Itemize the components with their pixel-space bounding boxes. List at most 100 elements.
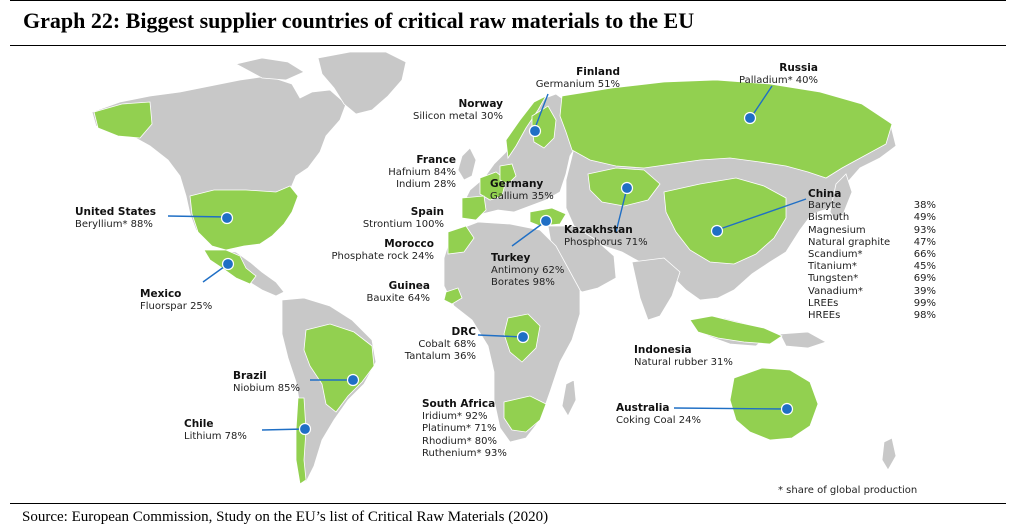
label-chile-line-1: Lithium 78%	[184, 430, 247, 442]
label-brazil: Brazil Niobium 85%	[233, 370, 300, 395]
papua-landmass	[779, 331, 827, 349]
label-indonesia-country: Indonesia	[634, 344, 692, 356]
source-note: Source: European Commission, Study on th…	[22, 509, 549, 525]
france-shape	[479, 171, 507, 201]
label-kazakhstan-country: Kazakhstan	[564, 224, 633, 236]
japan-landmass	[829, 173, 853, 223]
china-share: 98%	[913, 310, 936, 322]
marker-russia	[743, 111, 757, 125]
marker-turkey	[539, 214, 553, 228]
china-share: 93%	[913, 224, 936, 236]
label-turkey-country: Turkey	[491, 252, 531, 264]
chart-title: Graph 22: Biggest supplier countries of …	[23, 8, 695, 33]
label-chile-country: Chile	[184, 418, 214, 430]
leader-turkey	[511, 220, 547, 247]
china-material: Scandium*	[808, 249, 863, 261]
china-material: LREEs	[808, 297, 839, 309]
label-finland-line-1: Germanium 51%	[535, 78, 620, 90]
china-row: Titanium* 45%	[808, 261, 936, 273]
leader-lines	[167, 85, 807, 431]
china-material: Natural graphite	[808, 236, 891, 248]
leader-chile	[261, 428, 306, 431]
label-united-states: United States Beryllium* 88%	[75, 206, 156, 231]
label-finland-country: Finland	[576, 66, 620, 78]
china-material: Vanadium*	[808, 285, 863, 297]
china-label: China Baryte 38% Bismuth 49% Magnesium 93% …	[808, 188, 936, 322]
china-material: HREEs	[808, 310, 841, 322]
marker-drc	[516, 330, 530, 344]
south-africa-shape	[503, 395, 547, 433]
label-indonesia: Indonesia Natural rubber 31%	[634, 344, 733, 369]
label-norway-line-1: Silicon metal 30%	[413, 110, 503, 122]
footnote: * share of global production	[778, 485, 918, 496]
label-finland: Finland Germanium 51%	[528, 66, 620, 91]
china-row: Bismuth 49%	[808, 212, 936, 224]
label-australia: Australia Coking Coal 24%	[616, 402, 701, 427]
marker-australia	[780, 402, 794, 416]
label-kazakhstan-line-1: Phosphorus 71%	[564, 236, 648, 248]
label-norway-country: Norway	[458, 98, 504, 110]
leader-china	[716, 198, 807, 231]
label-morocco-line-1: Phosphate rock 24%	[331, 250, 434, 262]
label-united-states-country: United States	[75, 206, 156, 218]
china-share: 69%	[913, 273, 936, 285]
marker-chile	[298, 422, 312, 436]
chile-shape	[295, 397, 307, 485]
label-spain: Spain Strontium 100%	[346, 206, 444, 231]
india-landmass	[631, 257, 681, 321]
label-brazil-country: Brazil	[233, 370, 267, 382]
label-drc-line-2: Tantalum 36%	[404, 351, 476, 362]
label-australia-country: Australia	[616, 402, 670, 414]
china-share: 38%	[913, 200, 936, 212]
label-south-africa-line-4: Ruthenium* 93%	[422, 448, 507, 459]
label-france-line-2: Indium 28%	[396, 179, 456, 190]
label-turkey-line-1: Antimony 62%	[491, 264, 565, 276]
china-share: 45%	[913, 261, 936, 273]
uk-landmass	[457, 147, 477, 181]
marker-brazil	[346, 373, 360, 387]
marker-finland	[528, 124, 542, 138]
leader-kazakhstan	[615, 187, 628, 233]
norway-shape	[505, 95, 548, 160]
china-row: Baryte 38%	[808, 200, 936, 212]
label-spain-line-1: Strontium 100%	[362, 218, 444, 230]
label-south-africa-country: South Africa	[422, 398, 496, 410]
label-guinea-line-1: Bauxite 64%	[366, 292, 430, 304]
label-turkey: Turkey Antimony 62% Borates 98%	[491, 252, 564, 290]
label-guinea-country: Guinea	[388, 280, 430, 292]
brazil-shape	[303, 323, 375, 413]
china-row: Magnesium 93%	[808, 225, 936, 237]
china-row: HREEs 98%	[808, 310, 936, 322]
label-france: France Hafnium 84% Indium 28%	[372, 154, 456, 192]
marker-china	[710, 224, 724, 238]
marker-mexico	[221, 257, 235, 271]
germany-shape	[499, 163, 517, 185]
china-row: LREEs 99%	[808, 298, 936, 310]
china-row: Tungsten* 69%	[808, 273, 936, 285]
label-kazakhstan: Kazakhstan Phosphorus 71%	[564, 224, 648, 249]
label-turkey-line-2: Borates 98%	[491, 277, 555, 288]
marker-usa	[220, 211, 234, 225]
label-mexico: Mexico Fluorspar 25%	[140, 288, 212, 313]
marker-kazakhstan	[620, 181, 634, 195]
label-south-africa-line-3: Rhodium* 80%	[422, 435, 498, 447]
china-material: Baryte	[808, 200, 842, 212]
china-row: Vanadium* 39%	[808, 286, 936, 298]
china-row: Natural graphite 47%	[808, 237, 936, 249]
label-south-africa: South Africa Iridium* 92% Platinum* 71% …	[422, 398, 507, 461]
label-morocco: Morocco Phosphate rock 24%	[316, 238, 434, 263]
china-share: 49%	[913, 212, 936, 224]
china-material: Magnesium	[808, 224, 866, 236]
label-drc: DRC Cobalt 68% Tantalum 36%	[382, 326, 476, 364]
china-share: 66%	[913, 249, 936, 261]
label-germany: Germany Gallium 35%	[490, 178, 554, 203]
indonesia-shape	[689, 315, 783, 345]
china-material: Bismuth	[808, 212, 850, 224]
label-australia-line-1: Coking Coal 24%	[616, 414, 701, 426]
label-mexico-line-1: Fluorspar 25%	[140, 300, 213, 312]
label-south-africa-line-1: Iridium* 92%	[422, 410, 488, 422]
source-divider	[10, 503, 1006, 504]
madagascar-landmass	[561, 379, 577, 417]
china-share: 47%	[913, 236, 936, 248]
